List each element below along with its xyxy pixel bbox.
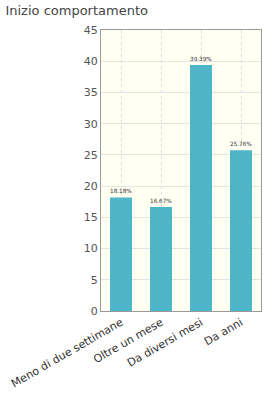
svg-text:35: 35 [84,86,98,99]
svg-text:45: 45 [84,24,98,37]
svg-text:Da anni: Da anni [202,316,245,348]
svg-text:25.76%: 25.76% [230,141,252,147]
svg-text:25: 25 [84,149,98,162]
svg-text:Inizio comportamento: Inizio comportamento [5,3,148,18]
svg-text:0: 0 [91,305,98,318]
svg-text:5: 5 [91,274,98,287]
svg-text:Meno di due settimane: Meno di due settimane [9,316,125,391]
svg-text:18.18%: 18.18% [110,188,132,194]
svg-text:16.67%: 16.67% [150,198,172,204]
svg-text:40: 40 [84,55,98,68]
svg-text:Oltre un mese: Oltre un mese [91,316,165,366]
svg-text:10: 10 [84,242,98,255]
svg-text:20: 20 [84,180,98,193]
svg-text:15: 15 [84,211,98,224]
svg-text:39.39%: 39.39% [190,56,212,62]
svg-text:Da diversi mesi: Da diversi mesi [125,316,205,370]
svg-text:30: 30 [84,118,98,131]
